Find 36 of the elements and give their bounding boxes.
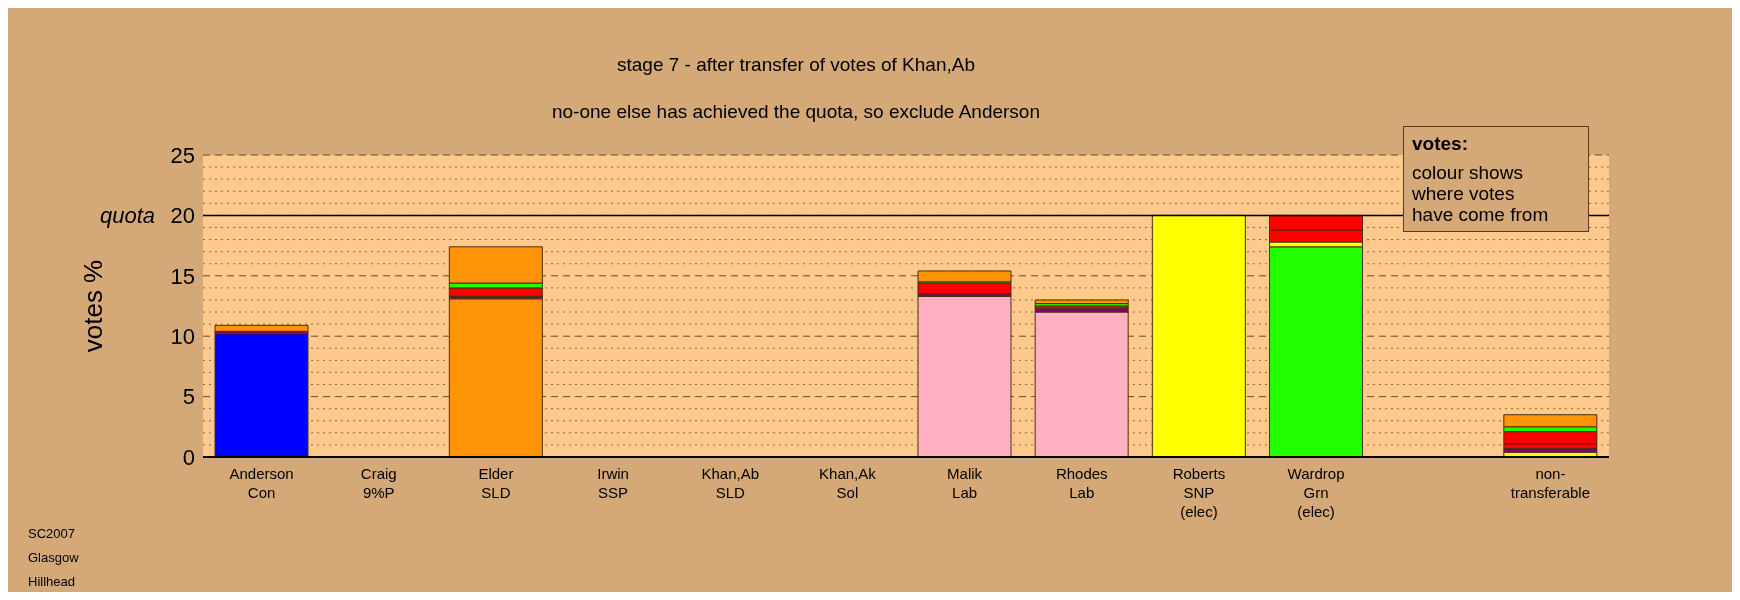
bar (214, 333, 309, 457)
x-tick-label: Malik Lab (947, 465, 983, 501)
chart-title: stage 7 - after transfer of votes of Khan,Ab (616, 54, 976, 76)
x-tick-label: non- transferable (1510, 465, 1591, 501)
x-tick-label: Irwin SSP (597, 465, 629, 501)
x-tick-label: Wardrop Grn (elec) (1287, 465, 1345, 520)
x-tick-label: Elder SLD (478, 465, 514, 501)
bar (1034, 299, 1129, 305)
y-tick-label: 25 (170, 142, 195, 168)
annotation: colour shows where votes have come from (1412, 162, 1550, 225)
x-tick-label: Anderson Con (229, 465, 294, 501)
bar (1503, 414, 1598, 428)
chart-subtitle: no-one else has achieved the quota, so exclude Anderson (551, 101, 1041, 123)
text: Glasgow (28, 549, 79, 567)
y-tick-label: 15 (170, 263, 195, 289)
bar (1034, 311, 1129, 457)
note-box: votes: colour shows where votes have come from (1403, 126, 1589, 232)
bar (917, 295, 1012, 457)
bar (917, 282, 1012, 295)
y-tick-label: 5 (182, 384, 195, 410)
y-tick-label: 20 (170, 203, 195, 229)
bar (1503, 431, 1598, 445)
bar (214, 324, 309, 332)
x-tick-label: Rhodes Lab (1055, 465, 1108, 501)
x-tick-label: Khan,Ak Sol (819, 465, 877, 501)
text: SC2007 (28, 525, 76, 543)
ref-line-label: quota (99, 203, 155, 229)
text: Hillhead (28, 573, 76, 591)
y-tick-label: 0 (182, 444, 195, 470)
x-tick-label: Roberts SNP (elec) (1172, 465, 1226, 520)
x-tick-label: Khan,Ab SLD (701, 465, 760, 501)
y-axis-title: votes % (78, 259, 109, 353)
bar (917, 270, 1012, 283)
x-tick-label: Craig 9%P (360, 465, 397, 501)
y-tick-label: 10 (170, 324, 195, 350)
bar (1151, 214, 1246, 457)
